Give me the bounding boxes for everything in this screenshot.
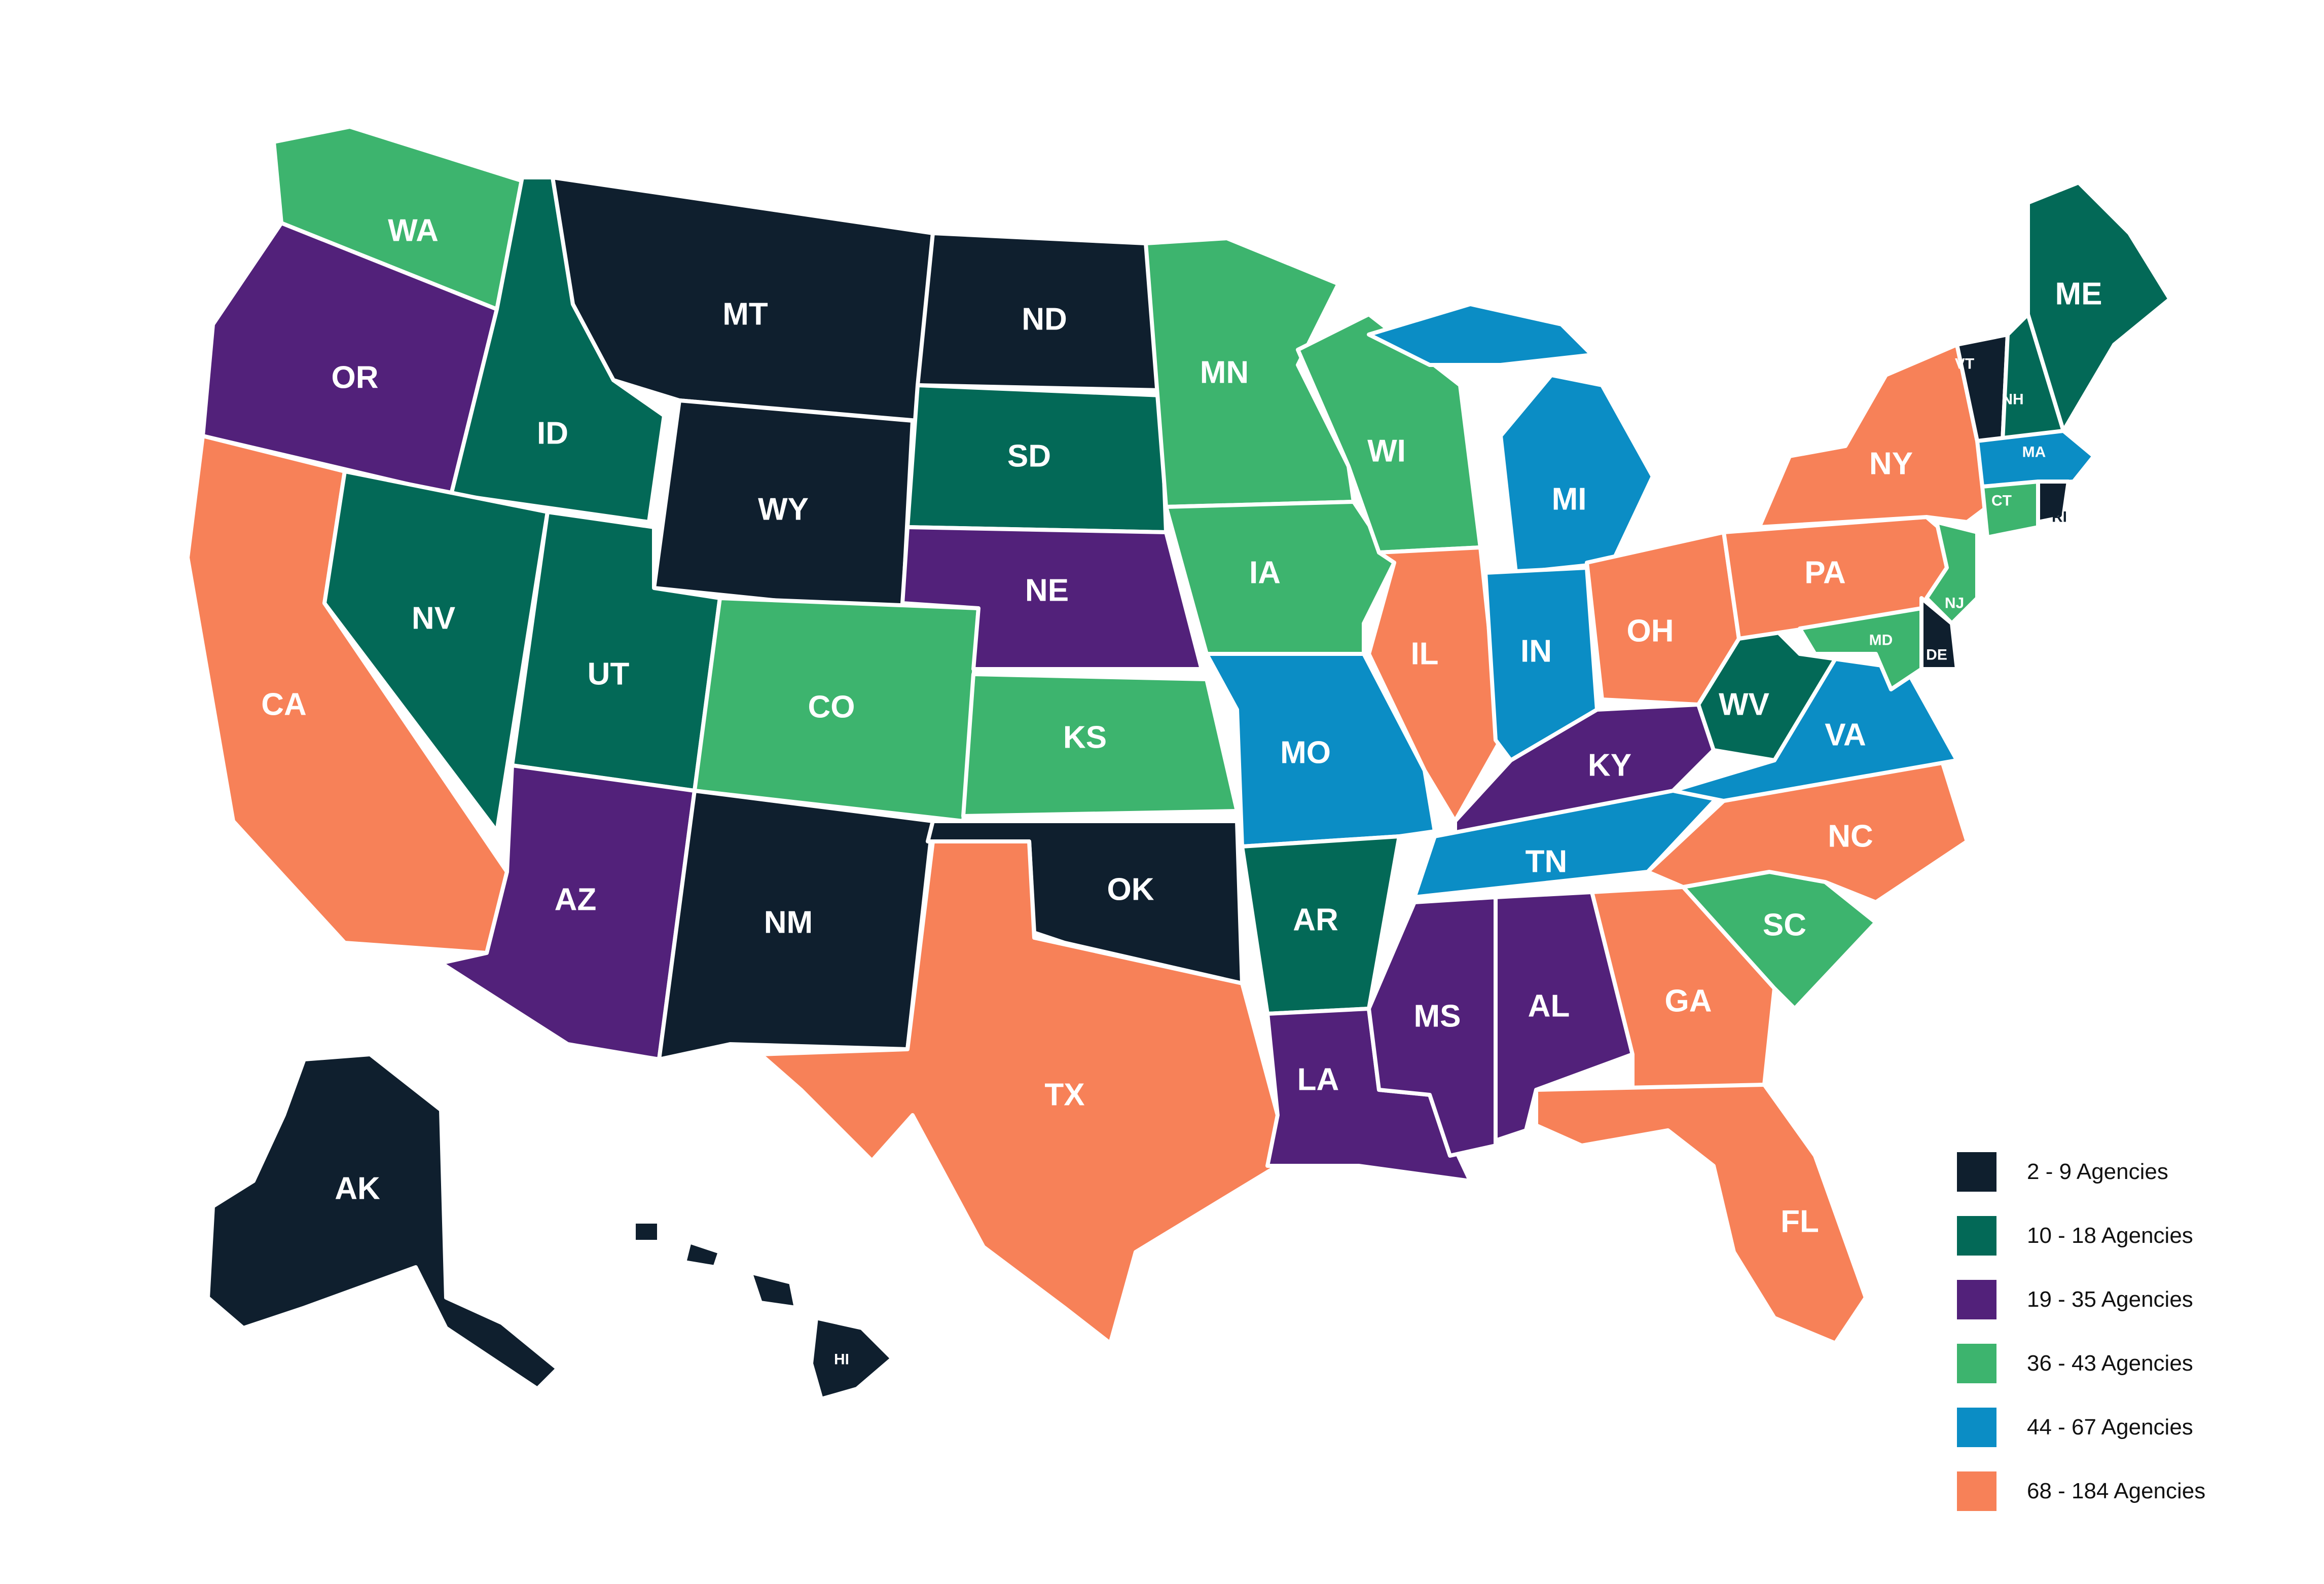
label-ct: CT [1991,493,2012,509]
label-ut: UT [588,657,630,692]
legend-label: 2 - 9 Agencies [2027,1159,2168,1185]
legend: 2 - 9 Agencies 10 - 18 Agencies 19 - 35 … [1957,1151,2271,1534]
label-de: DE [1926,647,1947,664]
legend-label: 68 - 184 Agencies [2027,1479,2205,1504]
label-oh: OH [1627,614,1674,649]
legend-item: 68 - 184 Agencies [1957,1470,2271,1513]
label-nm: NM [764,905,813,940]
label-ar: AR [1293,903,1338,938]
label-pa: PA [1804,556,1846,591]
label-al: AL [1528,989,1570,1024]
label-sc: SC [1763,908,1806,943]
label-wi: WI [1367,434,1406,469]
label-ri: RI [2052,509,2067,526]
label-ca: CA [261,687,307,722]
state-ak[interactable] [208,1054,558,1389]
legend-swatch [1957,1408,1996,1447]
legend-swatch [1957,1344,1996,1383]
legend-label: 36 - 43 Agencies [2027,1351,2193,1376]
label-ok: OK [1107,872,1154,907]
legend-label: 10 - 18 Agencies [2027,1223,2193,1248]
label-ia: IA [1249,556,1281,591]
state-hi-oahu[interactable] [684,1242,720,1267]
label-sd: SD [1007,439,1051,474]
label-la: LA [1297,1062,1339,1097]
label-va: VA [1825,718,1866,753]
label-wa: WA [388,213,439,248]
label-ks: KS [1063,720,1107,755]
label-ny: NY [1869,447,1913,482]
state-mi[interactable] [1501,375,1653,573]
state-hi-big[interactable] [811,1318,892,1399]
state-ny[interactable] [1759,345,1987,527]
label-tx: TX [1044,1078,1084,1113]
label-vt: VT [1955,356,1974,373]
label-fl: FL [1781,1204,1819,1239]
legend-item: 44 - 67 Agencies [1957,1406,2271,1449]
label-wy: WY [758,492,809,527]
label-ms: MS [1414,999,1461,1034]
label-mo: MO [1280,735,1331,770]
state-ct[interactable] [1982,482,2038,537]
legend-swatch [1957,1216,1996,1256]
state-hi-maui[interactable] [750,1272,796,1308]
label-tn: TN [1526,844,1568,879]
label-hi: HI [834,1351,849,1368]
label-nd: ND [1022,302,1067,337]
legend-item: 36 - 43 Agencies [1957,1342,2271,1385]
label-ma: MA [2022,444,2046,461]
label-il: IL [1410,637,1438,672]
legend-swatch [1957,1280,1996,1319]
legend-label: 44 - 67 Agencies [2027,1415,2193,1440]
label-nc: NC [1828,819,1873,854]
label-nv: NV [412,601,455,636]
label-nj: NJ [1945,595,1964,612]
label-ne: NE [1025,573,1069,608]
legend-swatch [1957,1152,1996,1192]
label-ky: KY [1588,748,1631,783]
label-ak: AK [335,1171,380,1206]
state-hi-kauai[interactable] [634,1222,659,1242]
label-id: ID [537,416,568,451]
label-md: MD [1869,632,1893,649]
label-or: OR [332,360,379,395]
legend-item: 19 - 35 Agencies [1957,1278,2271,1321]
label-me: ME [2055,277,2102,312]
legend-swatch [1957,1471,1996,1511]
label-nh: NH [2002,391,2023,408]
label-ga: GA [1665,984,1712,1019]
legend-label: 19 - 35 Agencies [2027,1287,2193,1312]
label-mn: MN [1200,355,1249,390]
legend-item: 2 - 9 Agencies [1957,1151,2271,1193]
label-in: IN [1520,634,1552,669]
label-co: CO [808,690,855,725]
legend-item: 10 - 18 Agencies [1957,1214,2271,1257]
label-mt: MT [722,297,768,332]
label-mi: MI [1552,482,1587,517]
label-az: AZ [555,882,597,917]
label-wv: WV [1719,687,1769,722]
